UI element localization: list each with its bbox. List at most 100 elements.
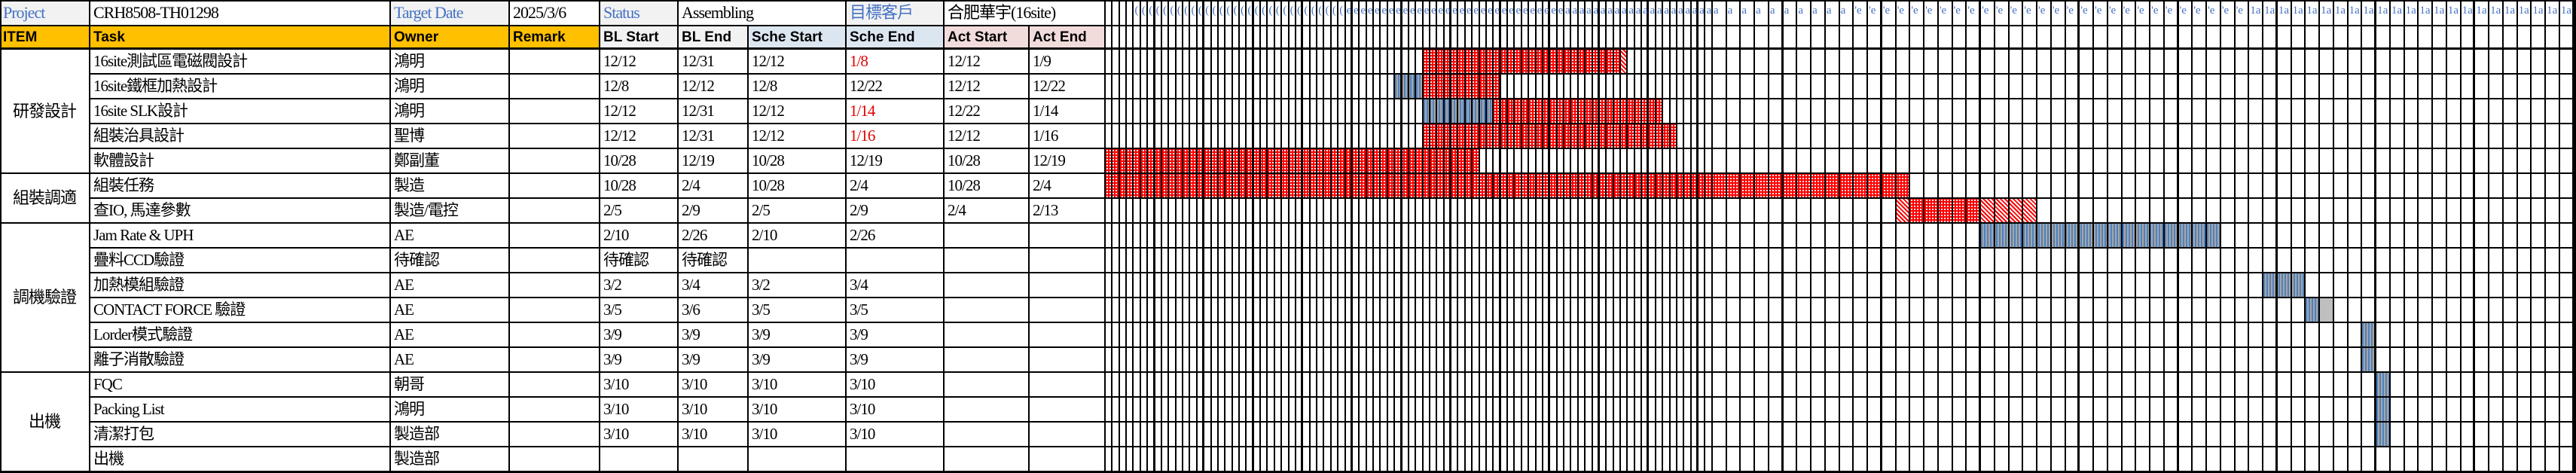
act-start-cell[interactable]: [945, 323, 1030, 348]
sche-end-cell[interactable]: 1/8: [847, 50, 945, 75]
bl-start-cell[interactable]: 12/12: [600, 99, 679, 124]
owner-cell[interactable]: 鴻明: [391, 398, 510, 423]
sche-start-cell[interactable]: 12/12: [749, 124, 847, 149]
remark-cell[interactable]: [510, 348, 600, 373]
remark-cell[interactable]: [510, 423, 600, 447]
remark-cell[interactable]: [510, 50, 600, 75]
task-cell[interactable]: Jam Rate & UPH: [90, 224, 391, 249]
remark-cell[interactable]: [510, 249, 600, 273]
owner-cell[interactable]: 朝哥: [391, 373, 510, 398]
task-cell[interactable]: 16site SLK設計: [90, 99, 391, 124]
remark-cell[interactable]: [510, 199, 600, 224]
owner-cell[interactable]: AE: [391, 348, 510, 373]
sche-start-cell[interactable]: 3/10: [749, 423, 847, 447]
bl-start-cell[interactable]: [600, 447, 679, 472]
sche-start-cell[interactable]: 2/5: [749, 199, 847, 224]
bl-end-cell[interactable]: 3/6: [679, 298, 749, 323]
act-start-cell[interactable]: 12/22: [945, 99, 1030, 124]
task-cell[interactable]: 組裝任務: [90, 174, 391, 199]
owner-cell[interactable]: 待確認: [391, 249, 510, 273]
sche-end-cell[interactable]: 12/19: [847, 149, 945, 174]
bl-start-cell[interactable]: 12/12: [600, 50, 679, 75]
bl-start-cell[interactable]: 3/9: [600, 323, 679, 348]
project-value[interactable]: CRH8508-TH01298: [90, 0, 391, 26]
bl-start-cell[interactable]: 10/28: [600, 174, 679, 199]
sche-start-cell[interactable]: 12/12: [749, 50, 847, 75]
act-end-cell[interactable]: [1030, 273, 1106, 298]
act-end-cell[interactable]: 12/22: [1030, 75, 1106, 99]
act-end-cell[interactable]: [1030, 348, 1106, 373]
owner-cell[interactable]: AE: [391, 298, 510, 323]
bl-start-cell[interactable]: 3/10: [600, 423, 679, 447]
sche-end-cell[interactable]: 3/9: [847, 348, 945, 373]
bl-start-cell[interactable]: 3/5: [600, 298, 679, 323]
act-start-cell[interactable]: [945, 423, 1030, 447]
act-end-cell[interactable]: 1/14: [1030, 99, 1106, 124]
act-end-cell[interactable]: 12/19: [1030, 149, 1106, 174]
bl-start-cell[interactable]: 2/10: [600, 224, 679, 249]
act-end-cell[interactable]: [1030, 224, 1106, 249]
task-cell[interactable]: 16site測試區電磁閥設計: [90, 50, 391, 75]
sche-start-cell[interactable]: 3/9: [749, 348, 847, 373]
remark-cell[interactable]: [510, 224, 600, 249]
bl-end-cell[interactable]: 3/10: [679, 398, 749, 423]
remark-cell[interactable]: [510, 298, 600, 323]
bl-end-cell[interactable]: 2/4: [679, 174, 749, 199]
act-end-cell[interactable]: [1030, 298, 1106, 323]
owner-cell[interactable]: 鴻明: [391, 50, 510, 75]
remark-cell[interactable]: [510, 373, 600, 398]
act-start-cell[interactable]: 10/28: [945, 174, 1030, 199]
sche-start-cell[interactable]: 3/5: [749, 298, 847, 323]
act-end-cell[interactable]: [1030, 373, 1106, 398]
sche-end-cell[interactable]: 3/4: [847, 273, 945, 298]
bl-end-cell[interactable]: 3/9: [679, 348, 749, 373]
bl-end-cell[interactable]: 3/10: [679, 423, 749, 447]
act-start-cell[interactable]: 12/12: [945, 50, 1030, 75]
bl-end-cell[interactable]: 12/19: [679, 149, 749, 174]
act-end-cell[interactable]: 1/9: [1030, 50, 1106, 75]
act-end-cell[interactable]: [1030, 423, 1106, 447]
customer-value[interactable]: 合肥華宇(16site): [945, 0, 1106, 26]
remark-cell[interactable]: [510, 174, 600, 199]
sche-start-cell[interactable]: 2/10: [749, 224, 847, 249]
remark-cell[interactable]: [510, 398, 600, 423]
act-start-cell[interactable]: [945, 273, 1030, 298]
bl-end-cell[interactable]: 3/10: [679, 373, 749, 398]
sche-end-cell[interactable]: 2/9: [847, 199, 945, 224]
act-start-cell[interactable]: [945, 398, 1030, 423]
remark-cell[interactable]: [510, 273, 600, 298]
task-cell[interactable]: 離子消散驗證: [90, 348, 391, 373]
remark-cell[interactable]: [510, 447, 600, 472]
act-end-cell[interactable]: 1/16: [1030, 124, 1106, 149]
owner-cell[interactable]: 鴻明: [391, 75, 510, 99]
task-cell[interactable]: 加熱模組驗證: [90, 273, 391, 298]
act-end-cell[interactable]: 2/13: [1030, 199, 1106, 224]
owner-cell[interactable]: AE: [391, 273, 510, 298]
sche-start-cell[interactable]: [749, 447, 847, 472]
sche-end-cell[interactable]: 2/4: [847, 174, 945, 199]
act-start-cell[interactable]: [945, 373, 1030, 398]
task-cell[interactable]: 疊料CCD驗證: [90, 249, 391, 273]
act-start-cell[interactable]: [945, 348, 1030, 373]
sche-start-cell[interactable]: 12/8: [749, 75, 847, 99]
act-start-cell[interactable]: [945, 447, 1030, 472]
owner-cell[interactable]: AE: [391, 323, 510, 348]
sche-start-cell[interactable]: 3/2: [749, 273, 847, 298]
sche-end-cell[interactable]: 1/16: [847, 124, 945, 149]
bl-end-cell[interactable]: 12/31: [679, 124, 749, 149]
sche-start-cell[interactable]: 3/9: [749, 323, 847, 348]
owner-cell[interactable]: 製造/電控: [391, 199, 510, 224]
bl-start-cell[interactable]: 12/8: [600, 75, 679, 99]
bl-end-cell[interactable]: 待確認: [679, 249, 749, 273]
task-cell[interactable]: 組裝治具設計: [90, 124, 391, 149]
act-start-cell[interactable]: [945, 224, 1030, 249]
sche-end-cell[interactable]: 3/10: [847, 423, 945, 447]
bl-end-cell[interactable]: 12/31: [679, 99, 749, 124]
act-end-cell[interactable]: [1030, 323, 1106, 348]
act-start-cell[interactable]: 10/28: [945, 149, 1030, 174]
act-start-cell[interactable]: 12/12: [945, 124, 1030, 149]
task-cell[interactable]: 出機: [90, 447, 391, 472]
sche-end-cell[interactable]: 3/10: [847, 373, 945, 398]
sche-start-cell[interactable]: 10/28: [749, 149, 847, 174]
bl-end-cell[interactable]: 12/31: [679, 50, 749, 75]
